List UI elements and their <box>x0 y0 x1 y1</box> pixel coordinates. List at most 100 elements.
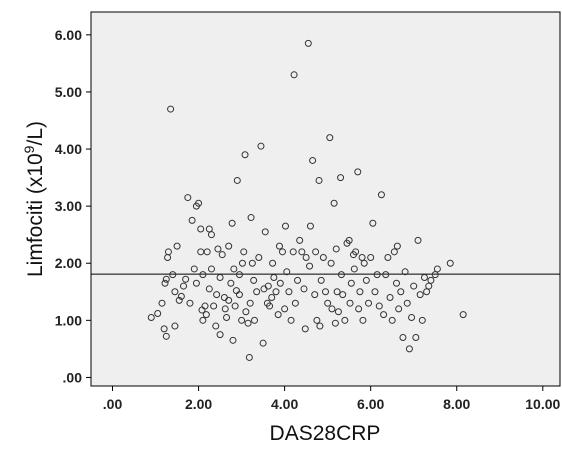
data-point <box>300 285 308 293</box>
data-point <box>365 299 373 307</box>
data-point <box>408 313 416 321</box>
data-point <box>245 353 253 361</box>
y-tick-label: 2.00 <box>55 255 82 271</box>
x-tick-label: 4.00 <box>271 396 298 412</box>
data-point <box>359 316 367 324</box>
data-point <box>244 319 252 327</box>
data-point <box>228 219 236 227</box>
data-point <box>203 248 211 256</box>
data-point <box>427 276 435 284</box>
data-point <box>218 251 226 259</box>
data-point <box>289 248 297 256</box>
data-point <box>362 276 370 284</box>
data-point <box>235 291 243 299</box>
data-point <box>399 333 407 341</box>
data-point <box>188 216 196 224</box>
data-point <box>346 299 354 307</box>
data-point <box>319 254 327 262</box>
data-point <box>433 265 441 273</box>
data-point <box>312 248 320 256</box>
data-point <box>384 254 392 262</box>
data-point <box>162 275 170 283</box>
data-point <box>251 316 259 324</box>
y-axis-title-superscript: 9 <box>21 145 37 153</box>
data-point <box>195 199 203 207</box>
data-point <box>257 142 265 150</box>
data-point <box>231 302 239 310</box>
data-point <box>199 316 207 324</box>
data-point <box>418 316 426 324</box>
data-point <box>264 282 272 290</box>
data-point <box>373 271 381 279</box>
data-point <box>281 222 289 230</box>
data-point <box>270 274 278 282</box>
data-point <box>240 248 248 256</box>
data-point <box>367 254 375 262</box>
data-point <box>238 316 246 324</box>
data-point <box>393 242 401 250</box>
data-point <box>246 299 254 307</box>
data-point <box>395 305 403 313</box>
data-point <box>216 274 224 282</box>
data-point <box>322 288 329 296</box>
data-point <box>337 271 345 279</box>
data-point <box>147 313 155 321</box>
data-point <box>309 156 317 164</box>
data-point <box>339 291 347 299</box>
data-point <box>382 271 390 279</box>
y-tick-label: 3.00 <box>55 198 82 214</box>
data-point <box>331 319 339 327</box>
data-point <box>253 288 261 296</box>
data-point <box>291 299 299 307</box>
data-point <box>298 248 306 256</box>
y-axis-title-main: Limfociti (x10 <box>24 153 47 277</box>
y-tick-label: .00 <box>63 369 83 385</box>
data-point <box>173 242 181 250</box>
data-point <box>313 316 321 324</box>
data-point <box>190 265 198 273</box>
data-point <box>247 214 255 222</box>
data-point <box>227 279 235 287</box>
data-point <box>337 174 345 182</box>
data-point <box>175 296 183 304</box>
data-point <box>278 248 286 256</box>
data-point <box>213 291 221 299</box>
data-point <box>235 271 243 279</box>
data-point <box>268 293 276 301</box>
data-point <box>311 291 319 299</box>
data-point <box>255 254 263 262</box>
data-point <box>169 271 177 279</box>
data-point <box>355 305 363 313</box>
data-point <box>397 288 405 296</box>
data-point <box>412 333 420 341</box>
data-point <box>345 236 353 244</box>
data-point <box>306 262 314 270</box>
x-tick-label: 10.00 <box>525 396 560 412</box>
data-point <box>160 325 168 333</box>
data-point <box>302 254 310 262</box>
data-point <box>390 248 398 256</box>
data-point <box>388 316 396 324</box>
data-point <box>266 302 274 310</box>
data-point <box>360 259 368 267</box>
data-point <box>182 275 190 283</box>
data-point <box>330 199 338 207</box>
data-point <box>375 302 383 310</box>
data-point <box>171 322 179 330</box>
data-point <box>177 292 185 300</box>
data-point <box>403 299 411 307</box>
data-point <box>197 225 205 233</box>
plot-area <box>90 11 561 387</box>
data-point <box>386 293 394 301</box>
data-point <box>332 245 340 253</box>
data-point <box>164 248 172 256</box>
data-point <box>207 231 215 239</box>
data-point <box>205 285 213 293</box>
data-point <box>186 299 194 307</box>
data-point <box>333 288 341 296</box>
data-point <box>405 345 413 353</box>
data-point <box>276 279 284 287</box>
data-point <box>283 268 291 276</box>
data-point <box>212 322 220 330</box>
